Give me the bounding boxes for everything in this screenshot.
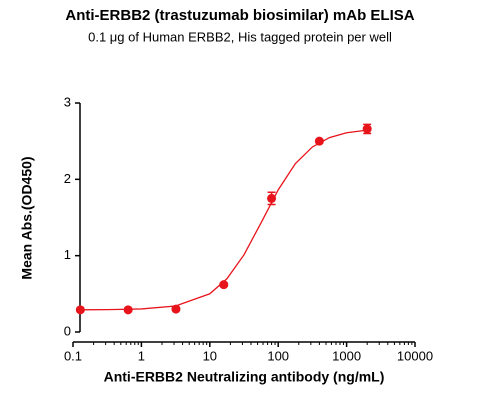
y-tick-label: 0 (64, 323, 71, 338)
data-point (171, 304, 181, 314)
x-tick-label: 10000 (397, 348, 433, 363)
chart-title: Anti-ERBB2 (trastuzumab biosimilar) mAb … (65, 7, 414, 24)
y-tick-label: 3 (64, 94, 71, 109)
y-tick-label: 2 (64, 171, 71, 186)
x-tick-label: 1000 (332, 348, 361, 363)
data-point (314, 136, 324, 146)
data-point (219, 280, 229, 290)
y-tick-label: 1 (64, 247, 71, 262)
data-point (362, 124, 372, 134)
fit-curve (79, 129, 368, 311)
data-point (75, 305, 85, 315)
x-axis-label: Anti-ERBB2 Neutralizing antibody (ng/mL) (104, 369, 385, 385)
x-tick-label: 100 (267, 348, 289, 363)
y-axis-label: Mean Abs.(OD450) (19, 156, 35, 279)
data-point (267, 193, 277, 203)
x-tick-label: 10 (203, 348, 217, 363)
chart-subtitle: 0.1 μg of Human ERBB2, His tagged protei… (88, 29, 392, 44)
x-tick-label: 1 (138, 348, 145, 363)
data-point (123, 305, 133, 315)
x-tick-label: 0.1 (64, 348, 82, 363)
